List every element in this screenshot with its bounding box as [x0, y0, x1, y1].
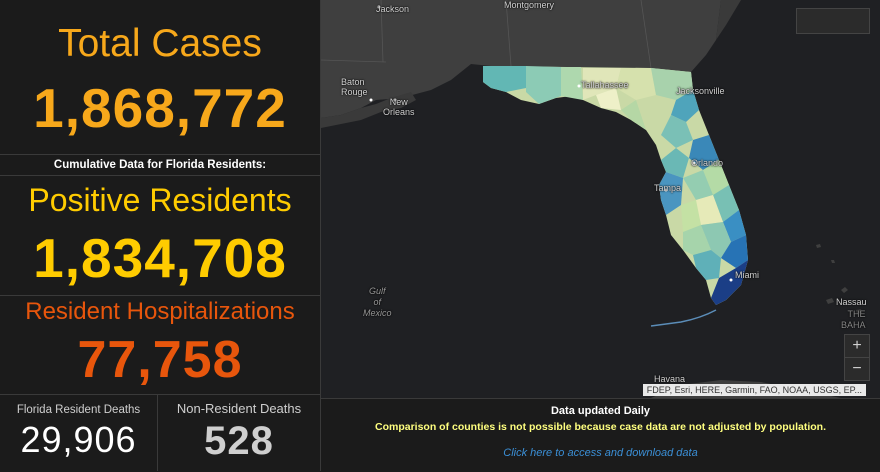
map-canvas: [321, 0, 862, 398]
hospitalizations-title: Resident Hospitalizations: [25, 298, 295, 325]
label-nassau: Nassau: [836, 297, 867, 307]
nonresident-deaths-title: Non-Resident Deaths: [176, 401, 302, 416]
cumulative-header: Cumulative Data for Florida Residents:: [0, 155, 320, 176]
label-bahamas: THE BAHA: [841, 309, 866, 330]
florida-counties: [483, 66, 748, 305]
label-baton-rouge: Baton Rouge: [341, 77, 368, 97]
zoom-in-button[interactable]: +: [845, 335, 869, 358]
label-tallahassee: Tallahassee: [581, 80, 629, 90]
data-updated-text: Data updated Daily: [550, 405, 651, 417]
city-markers: [369, 5, 733, 282]
resident-deaths-card: Florida Resident Deaths 29,906: [0, 395, 158, 471]
nonresident-deaths-card: Non-Resident Deaths 528: [158, 395, 320, 471]
positive-residents-card: Positive Residents 1,834,708: [0, 176, 320, 296]
total-cases-title: Total Cases: [58, 22, 262, 65]
zoom-controls: + −: [844, 334, 870, 381]
resident-deaths-title: Florida Resident Deaths: [16, 404, 141, 416]
total-cases-card: Total Cases 1,868,772: [0, 0, 320, 155]
positive-residents-title: Positive Residents: [28, 182, 292, 218]
map-attribution[interactable]: FDEP, Esri, HERE, Garmin, FAO, NOAA, USG…: [642, 384, 866, 396]
hospitalizations-value: 77,758: [77, 331, 243, 389]
download-data-link[interactable]: Click here to access and download data: [503, 447, 698, 459]
positive-residents-value: 1,834,708: [33, 227, 287, 289]
label-new-orleans: New Orleans: [383, 97, 415, 117]
panel-divider: [320, 0, 321, 471]
label-gulf-of-mexico: Gulf of Mexico: [363, 286, 392, 318]
southeast-us-land: [321, 0, 721, 118]
florida-map[interactable]: Jackson Montgomery Baton Rouge New Orlea…: [321, 0, 880, 398]
map-footer: Data updated Daily Comparison of countie…: [321, 398, 880, 472]
cumulative-header-text: Cumulative Data for Florida Residents:: [53, 159, 267, 171]
resident-deaths-value: 29,906: [20, 419, 137, 460]
label-jackson: Jackson: [376, 4, 410, 14]
hospitalizations-card: Resident Hospitalizations 77,758: [0, 296, 320, 395]
atlantic-coast-land: [716, 0, 741, 40]
map-toolbar: [796, 8, 870, 34]
comparison-note: Comparison of counties is not possible b…: [374, 421, 826, 433]
zoom-out-button[interactable]: −: [852, 360, 862, 377]
total-cases-value: 1,868,772: [33, 77, 287, 139]
stats-panel: Total Cases 1,868,772 Cumulative Data fo…: [0, 0, 320, 471]
label-tampa: Tampa: [654, 183, 682, 193]
label-jacksonville: Jacksonville: [676, 86, 725, 96]
nonresident-deaths-value: 528: [204, 419, 274, 463]
grid-icon[interactable]: [845, 9, 869, 33]
label-orlando: Orlando: [691, 158, 724, 168]
label-montgomery: Montgomery: [504, 0, 555, 10]
label-miami: Miami: [735, 270, 759, 280]
label-havana: Havana: [654, 374, 686, 384]
